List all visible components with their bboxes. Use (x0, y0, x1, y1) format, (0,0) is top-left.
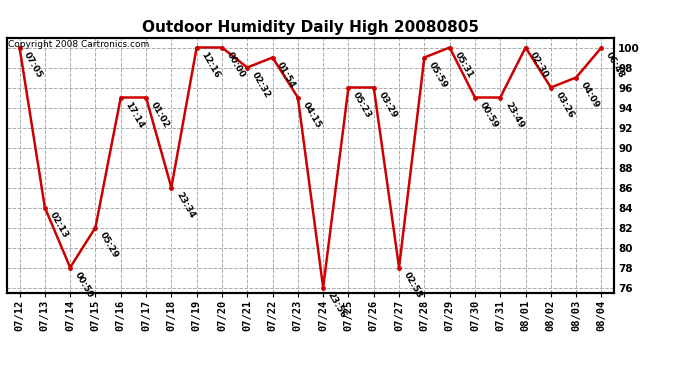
Text: 02:30: 02:30 (529, 50, 551, 80)
Text: 23:49: 23:49 (503, 100, 525, 130)
Text: Copyright 2008 Cartronics.com: Copyright 2008 Cartronics.com (8, 40, 149, 49)
Text: 00:50: 00:50 (73, 270, 95, 299)
Text: 04:15: 04:15 (301, 100, 323, 130)
Text: 02:58: 02:58 (402, 270, 424, 300)
Text: 05:59: 05:59 (427, 60, 449, 90)
Text: 23:34: 23:34 (174, 190, 196, 220)
Text: 06:48: 06:48 (604, 50, 627, 80)
Text: 01:02: 01:02 (149, 100, 171, 129)
Text: 23:56: 23:56 (326, 290, 348, 320)
Text: 05:29: 05:29 (98, 230, 120, 260)
Text: 00:00: 00:00 (225, 50, 246, 79)
Text: 03:29: 03:29 (377, 90, 399, 120)
Text: 02:32: 02:32 (250, 70, 272, 99)
Text: 12:16: 12:16 (199, 50, 221, 80)
Text: 04:09: 04:09 (579, 80, 601, 110)
Text: 03:26: 03:26 (553, 90, 575, 120)
Text: 07:05: 07:05 (22, 50, 44, 80)
Text: 05:31: 05:31 (453, 50, 475, 80)
Text: 01:54: 01:54 (275, 60, 297, 90)
Text: 00:59: 00:59 (477, 100, 500, 129)
Text: 05:23: 05:23 (351, 90, 373, 120)
Title: Outdoor Humidity Daily High 20080805: Outdoor Humidity Daily High 20080805 (142, 20, 479, 35)
Text: 02:13: 02:13 (48, 210, 70, 240)
Text: 17:14: 17:14 (124, 100, 146, 130)
